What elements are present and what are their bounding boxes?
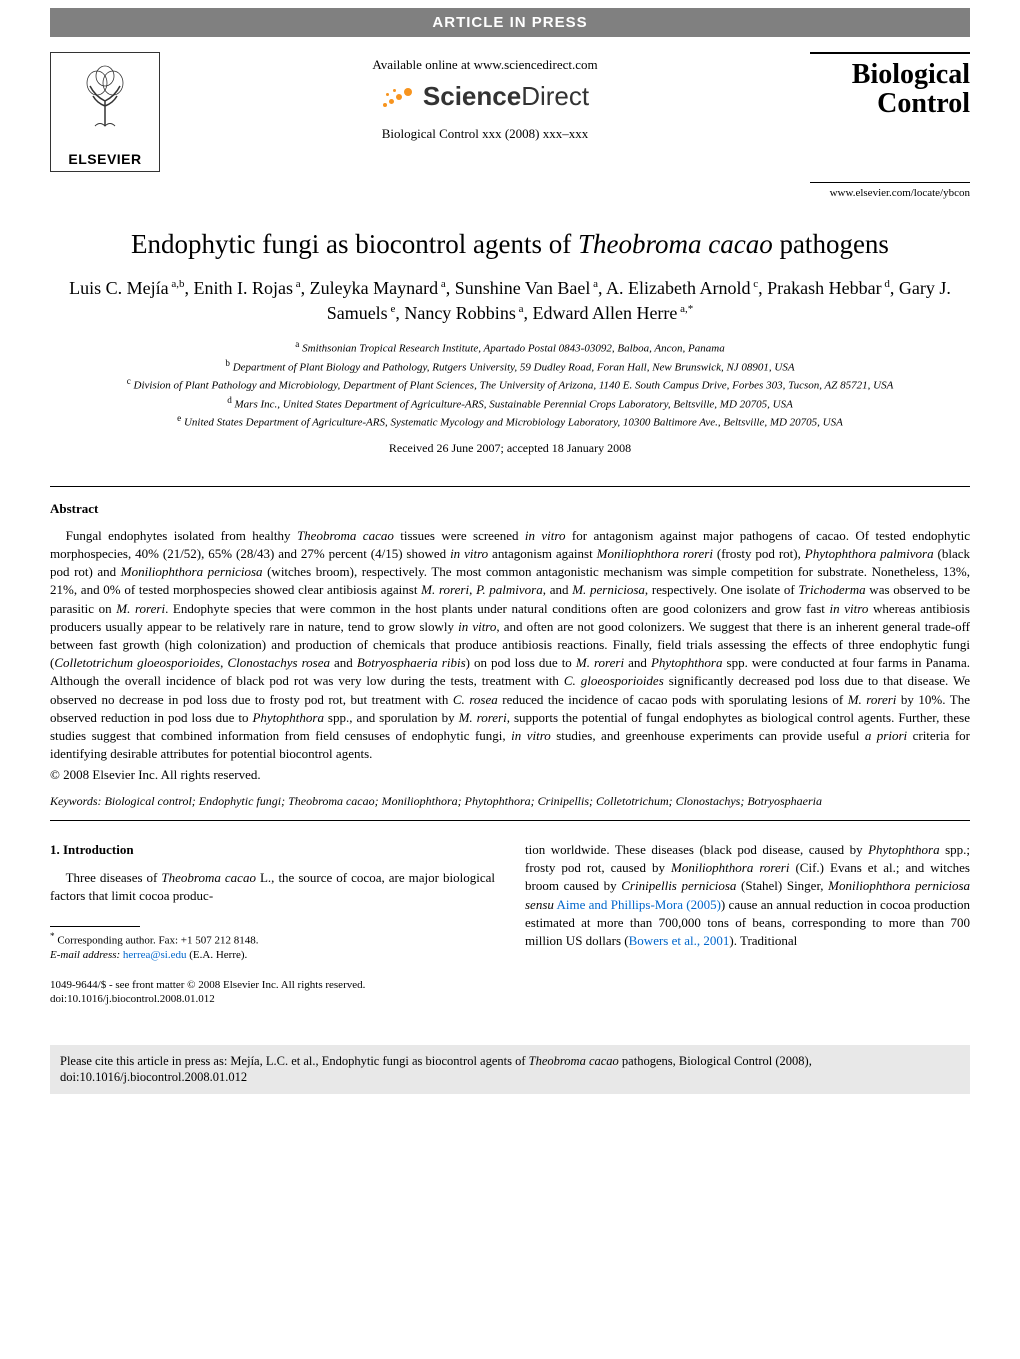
abstract-heading: Abstract bbox=[50, 501, 970, 517]
main-content: Endophytic fungi as biocontrol agents of… bbox=[0, 199, 1020, 1027]
keywords-label: Keywords: bbox=[50, 794, 102, 808]
email-link[interactable]: herrea@si.edu bbox=[123, 949, 187, 961]
affiliation-line: c Division of Plant Pathology and Microb… bbox=[50, 375, 970, 394]
journal-url: www.elsevier.com/locate/ybcon bbox=[810, 182, 970, 199]
affiliation-line: e United States Department of Agricultur… bbox=[50, 412, 970, 431]
affiliations: a Smithsonian Tropical Research Institut… bbox=[50, 338, 970, 431]
introduction-heading: 1. Introduction bbox=[50, 841, 495, 859]
journal-brand: Biological Control bbox=[810, 52, 970, 119]
intro-para-right: tion worldwide. These diseases (black po… bbox=[525, 841, 970, 950]
body-columns: 1. Introduction Three diseases of Theobr… bbox=[50, 841, 970, 1006]
article-in-press-banner: ARTICLE IN PRESS bbox=[50, 8, 970, 37]
keywords-body: Biological control; Endophytic fungi; Th… bbox=[102, 794, 822, 808]
left-column: 1. Introduction Three diseases of Theobr… bbox=[50, 841, 495, 1006]
citation-box: Please cite this article in press as: Me… bbox=[50, 1045, 970, 1095]
header-center: Available online at www.sciencedirect.co… bbox=[160, 52, 810, 142]
elsevier-tree-icon bbox=[75, 61, 135, 131]
abstract-body: Fungal endophytes isolated from healthy … bbox=[50, 527, 970, 763]
divider bbox=[50, 486, 970, 487]
abstract-copyright: © 2008 Elsevier Inc. All rights reserved… bbox=[50, 767, 970, 783]
publication-info: 1049-9644/$ - see front matter © 2008 El… bbox=[50, 978, 495, 1007]
journal-brand-line1: Biological bbox=[810, 60, 970, 89]
journal-reference: Biological Control xxx (2008) xxx–xxx bbox=[160, 126, 810, 142]
sciencedirect-dots-icon bbox=[381, 83, 417, 111]
authors-list: Luis C. Mejía a,b, Enith I. Rojas a, Zul… bbox=[50, 276, 970, 326]
keywords: Keywords: Biological control; Endophytic… bbox=[50, 793, 970, 810]
journal-url-wrapper: www.elsevier.com/locate/ybcon bbox=[50, 182, 970, 199]
corresponding-author-footnote: * Corresponding author. Fax: +1 507 212 … bbox=[50, 931, 495, 962]
sciencedirect-logo: ScienceDirect bbox=[381, 81, 589, 112]
header-region: ELSEVIER Available online at www.science… bbox=[0, 37, 1020, 182]
sciencedirect-text: ScienceDirect bbox=[423, 81, 589, 112]
available-online-text: Available online at www.sciencedirect.co… bbox=[160, 57, 810, 73]
affiliation-line: d Mars Inc., United States Department of… bbox=[50, 394, 970, 413]
elsevier-logo: ELSEVIER bbox=[50, 52, 160, 172]
article-title: Endophytic fungi as biocontrol agents of… bbox=[50, 229, 970, 260]
received-dates: Received 26 June 2007; accepted 18 Janua… bbox=[50, 441, 970, 456]
footnote-separator bbox=[50, 926, 140, 927]
affiliation-line: b Department of Plant Biology and Pathol… bbox=[50, 357, 970, 376]
elsevier-logo-text: ELSEVIER bbox=[68, 151, 141, 167]
affiliation-line: a Smithsonian Tropical Research Institut… bbox=[50, 338, 970, 357]
intro-para-left: Three diseases of Theobroma cacao L., th… bbox=[50, 869, 495, 905]
journal-brand-line2: Control bbox=[810, 89, 970, 118]
divider bbox=[50, 820, 970, 821]
right-column: tion worldwide. These diseases (black po… bbox=[525, 841, 970, 1006]
